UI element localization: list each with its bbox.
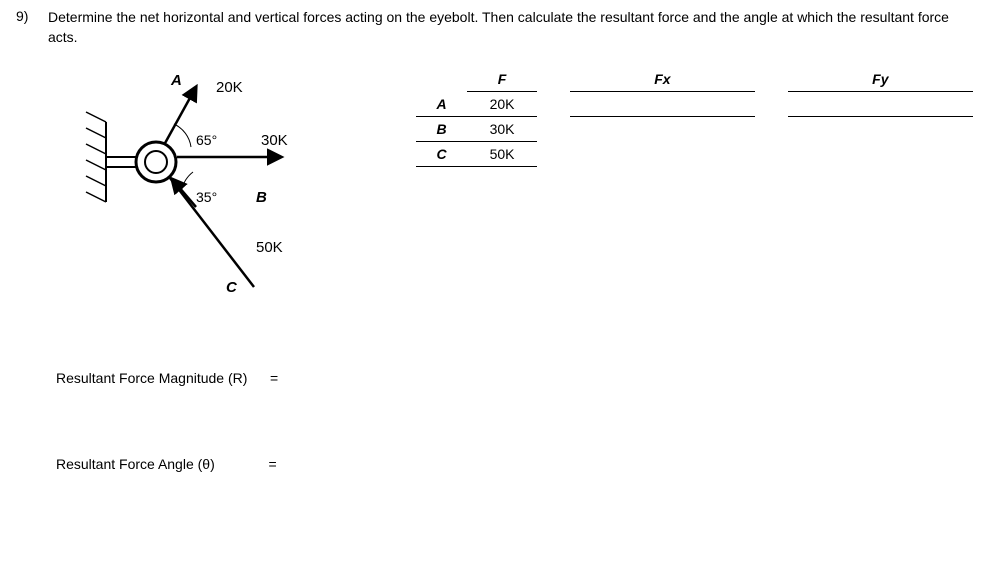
angle-65: 65° — [196, 132, 217, 148]
question-row: 9) Determine the net horizontal and vert… — [16, 8, 973, 47]
magnitude-label: Resultant Force Magnitude (R) — [56, 370, 247, 386]
row-fx-A — [570, 92, 755, 117]
label-C: C — [226, 279, 238, 296]
table-row: C 50K — [416, 142, 973, 167]
table-row: A 20K — [416, 92, 973, 117]
angle-35: 35° — [196, 189, 217, 205]
row-id-C: C — [416, 142, 467, 167]
header-F: F — [467, 67, 537, 92]
row-id-B: B — [416, 117, 467, 142]
question-text: Determine the net horizontal and vertica… — [48, 8, 973, 47]
force-table: F Fx Fy A 20K B 30K — [416, 67, 973, 167]
angle-label: Resultant Force Angle (θ) — [56, 456, 215, 472]
mag-A: 20K — [216, 79, 243, 96]
diagram-column: A 20K 65° 30K 35° B 50K C — [16, 67, 416, 330]
table-column: F Fx Fy A 20K B 30K — [416, 67, 973, 167]
row-f-C: 50K — [467, 142, 537, 167]
content-row: A 20K 65° 30K 35° B 50K C F — [16, 67, 973, 330]
results-block: Resultant Force Magnitude (R) = Resultan… — [16, 370, 973, 472]
row-fx-B — [570, 117, 755, 142]
force-diagram: A 20K 65° 30K 35° B 50K C — [56, 67, 356, 327]
result-angle: Resultant Force Angle (θ) = — [56, 456, 973, 472]
mag-C: 50K — [256, 239, 283, 256]
table-header-row: F Fx Fy — [416, 67, 973, 92]
row-f-A: 20K — [467, 92, 537, 117]
row-fy-A — [788, 92, 973, 117]
row-fx-C — [570, 142, 755, 167]
label-B: B — [256, 189, 267, 206]
label-A: A — [170, 72, 182, 89]
row-fy-B — [788, 117, 973, 142]
row-fy-C — [788, 142, 973, 167]
equals-sign: = — [259, 370, 289, 386]
row-id-A: A — [416, 92, 467, 117]
header-Fx: Fx — [570, 67, 755, 92]
row-f-B: 30K — [467, 117, 537, 142]
result-magnitude: Resultant Force Magnitude (R) = — [56, 370, 973, 386]
question-number: 9) — [16, 8, 38, 24]
table-row: B 30K — [416, 117, 973, 142]
header-Fy: Fy — [788, 67, 973, 92]
equals-sign: = — [258, 456, 288, 472]
mag-B-30k: 30K — [261, 132, 288, 149]
